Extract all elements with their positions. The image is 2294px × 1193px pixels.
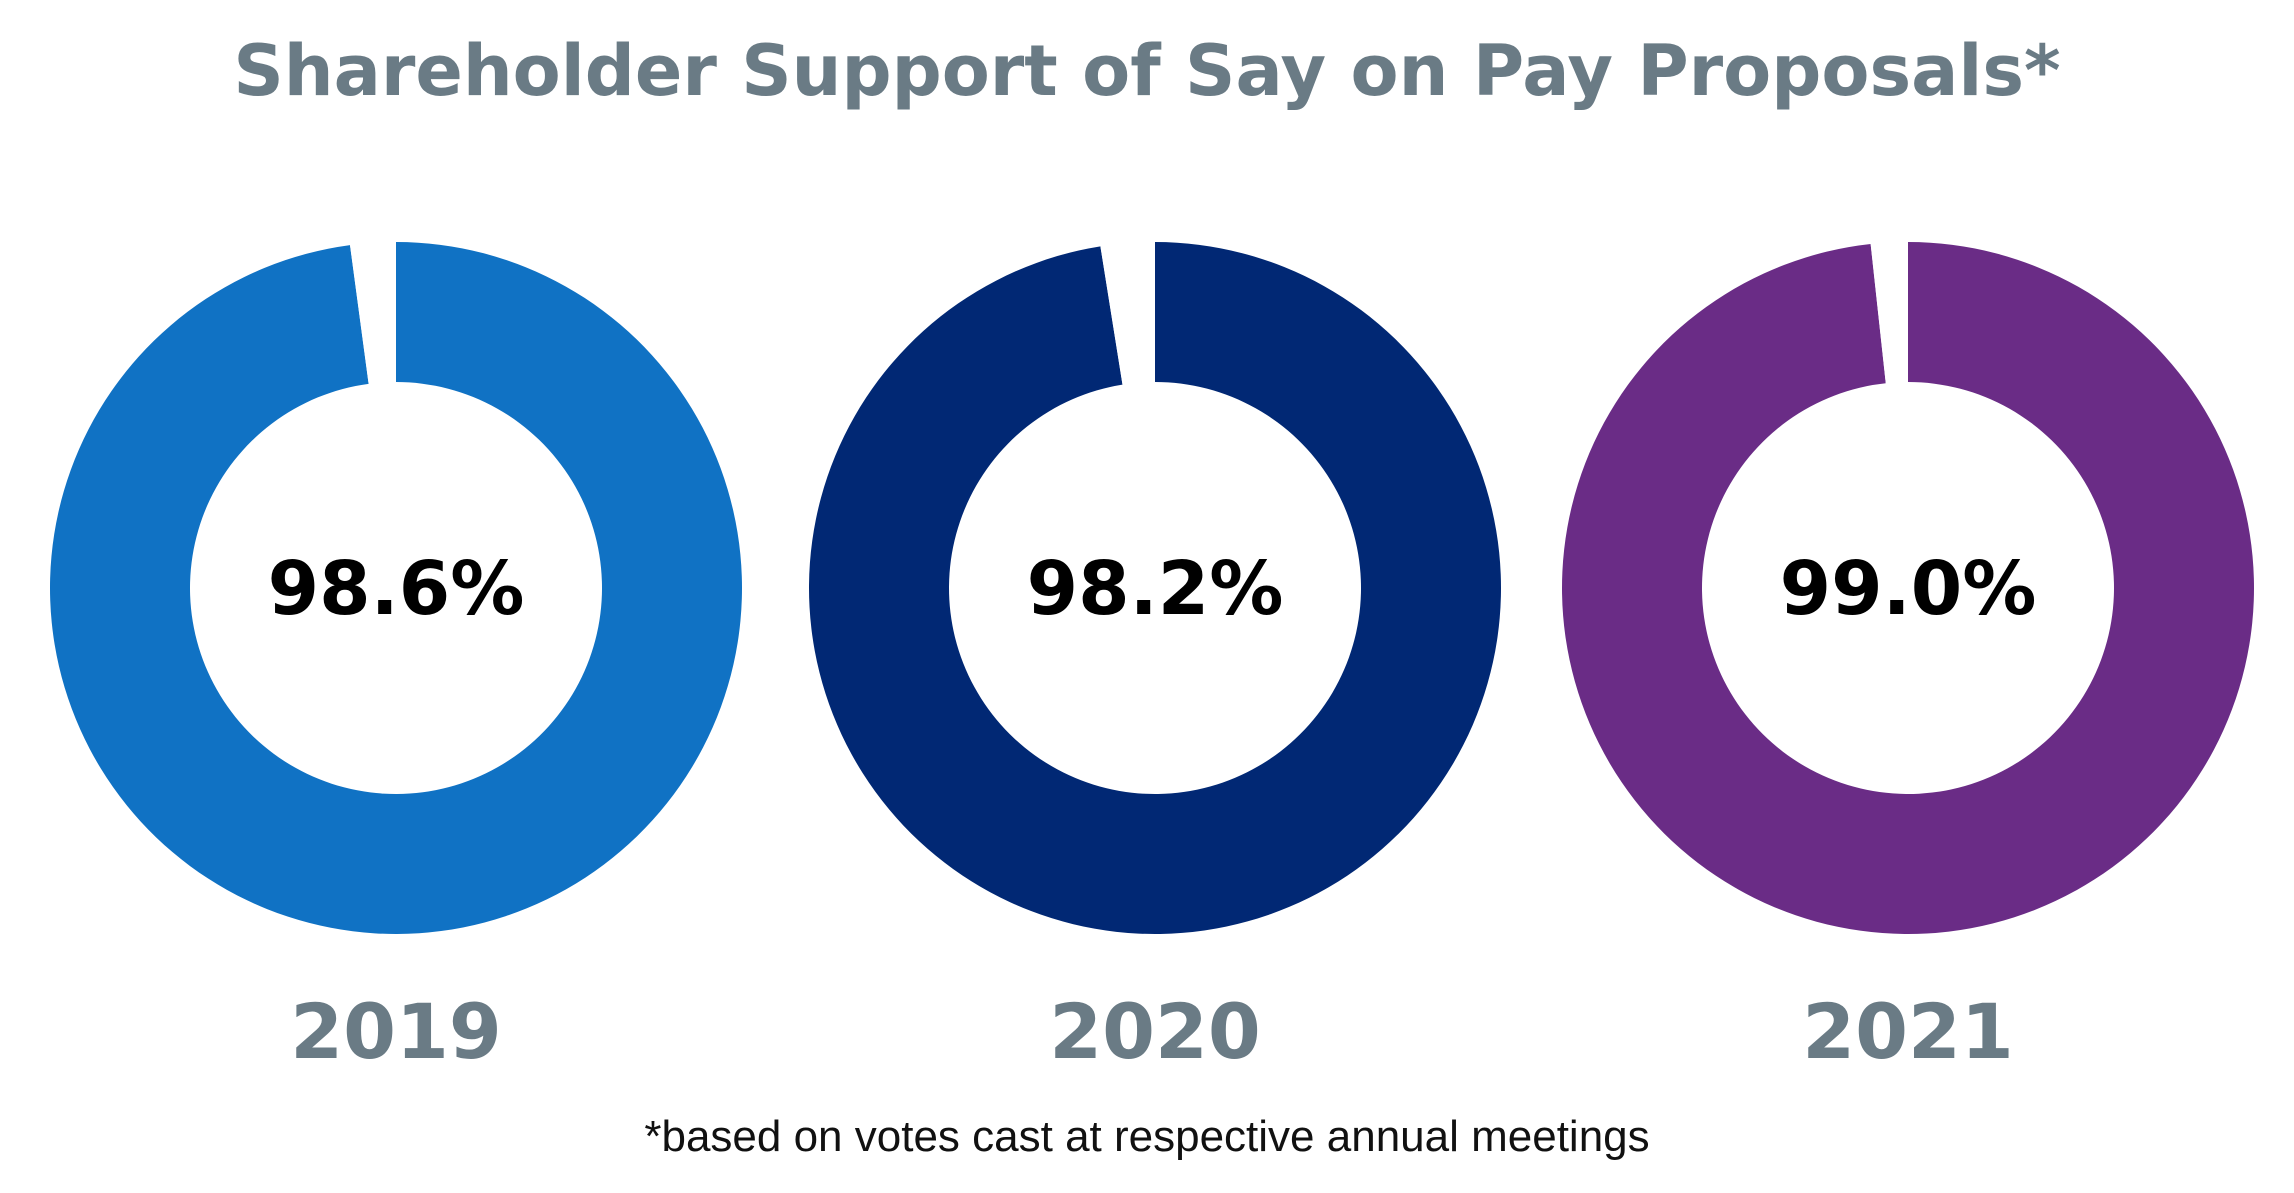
donut-group: 98.6% 2019 98.2% 2020 99.0% 2021	[49, 242, 2254, 1076]
year-label: 2021	[1802, 987, 2014, 1076]
year-label: 2019	[290, 987, 502, 1076]
donut-2020: 98.2% 2020	[809, 242, 1501, 1076]
footnote: *based on votes cast at respective annua…	[644, 1112, 1650, 1161]
against-slice-2019	[349, 242, 396, 384]
donut-2021: 99.0% 2021	[1562, 242, 2254, 1076]
center-value-label: 99.0%	[1780, 546, 2037, 632]
center-value-label: 98.2%	[1027, 546, 1284, 632]
support-slice-2020	[809, 242, 1501, 935]
against-slice-2020	[1100, 242, 1155, 385]
year-label: 2020	[1049, 987, 1261, 1076]
chart-title: Shareholder Support of Say on Pay Propos…	[233, 30, 2061, 112]
against-slice-2021	[1870, 242, 1908, 384]
center-value-label: 98.6%	[268, 546, 525, 632]
donut-2019: 98.6% 2019	[49, 242, 742, 1076]
support-slice-2021	[1562, 242, 2254, 934]
support-slice-2019	[49, 242, 742, 934]
